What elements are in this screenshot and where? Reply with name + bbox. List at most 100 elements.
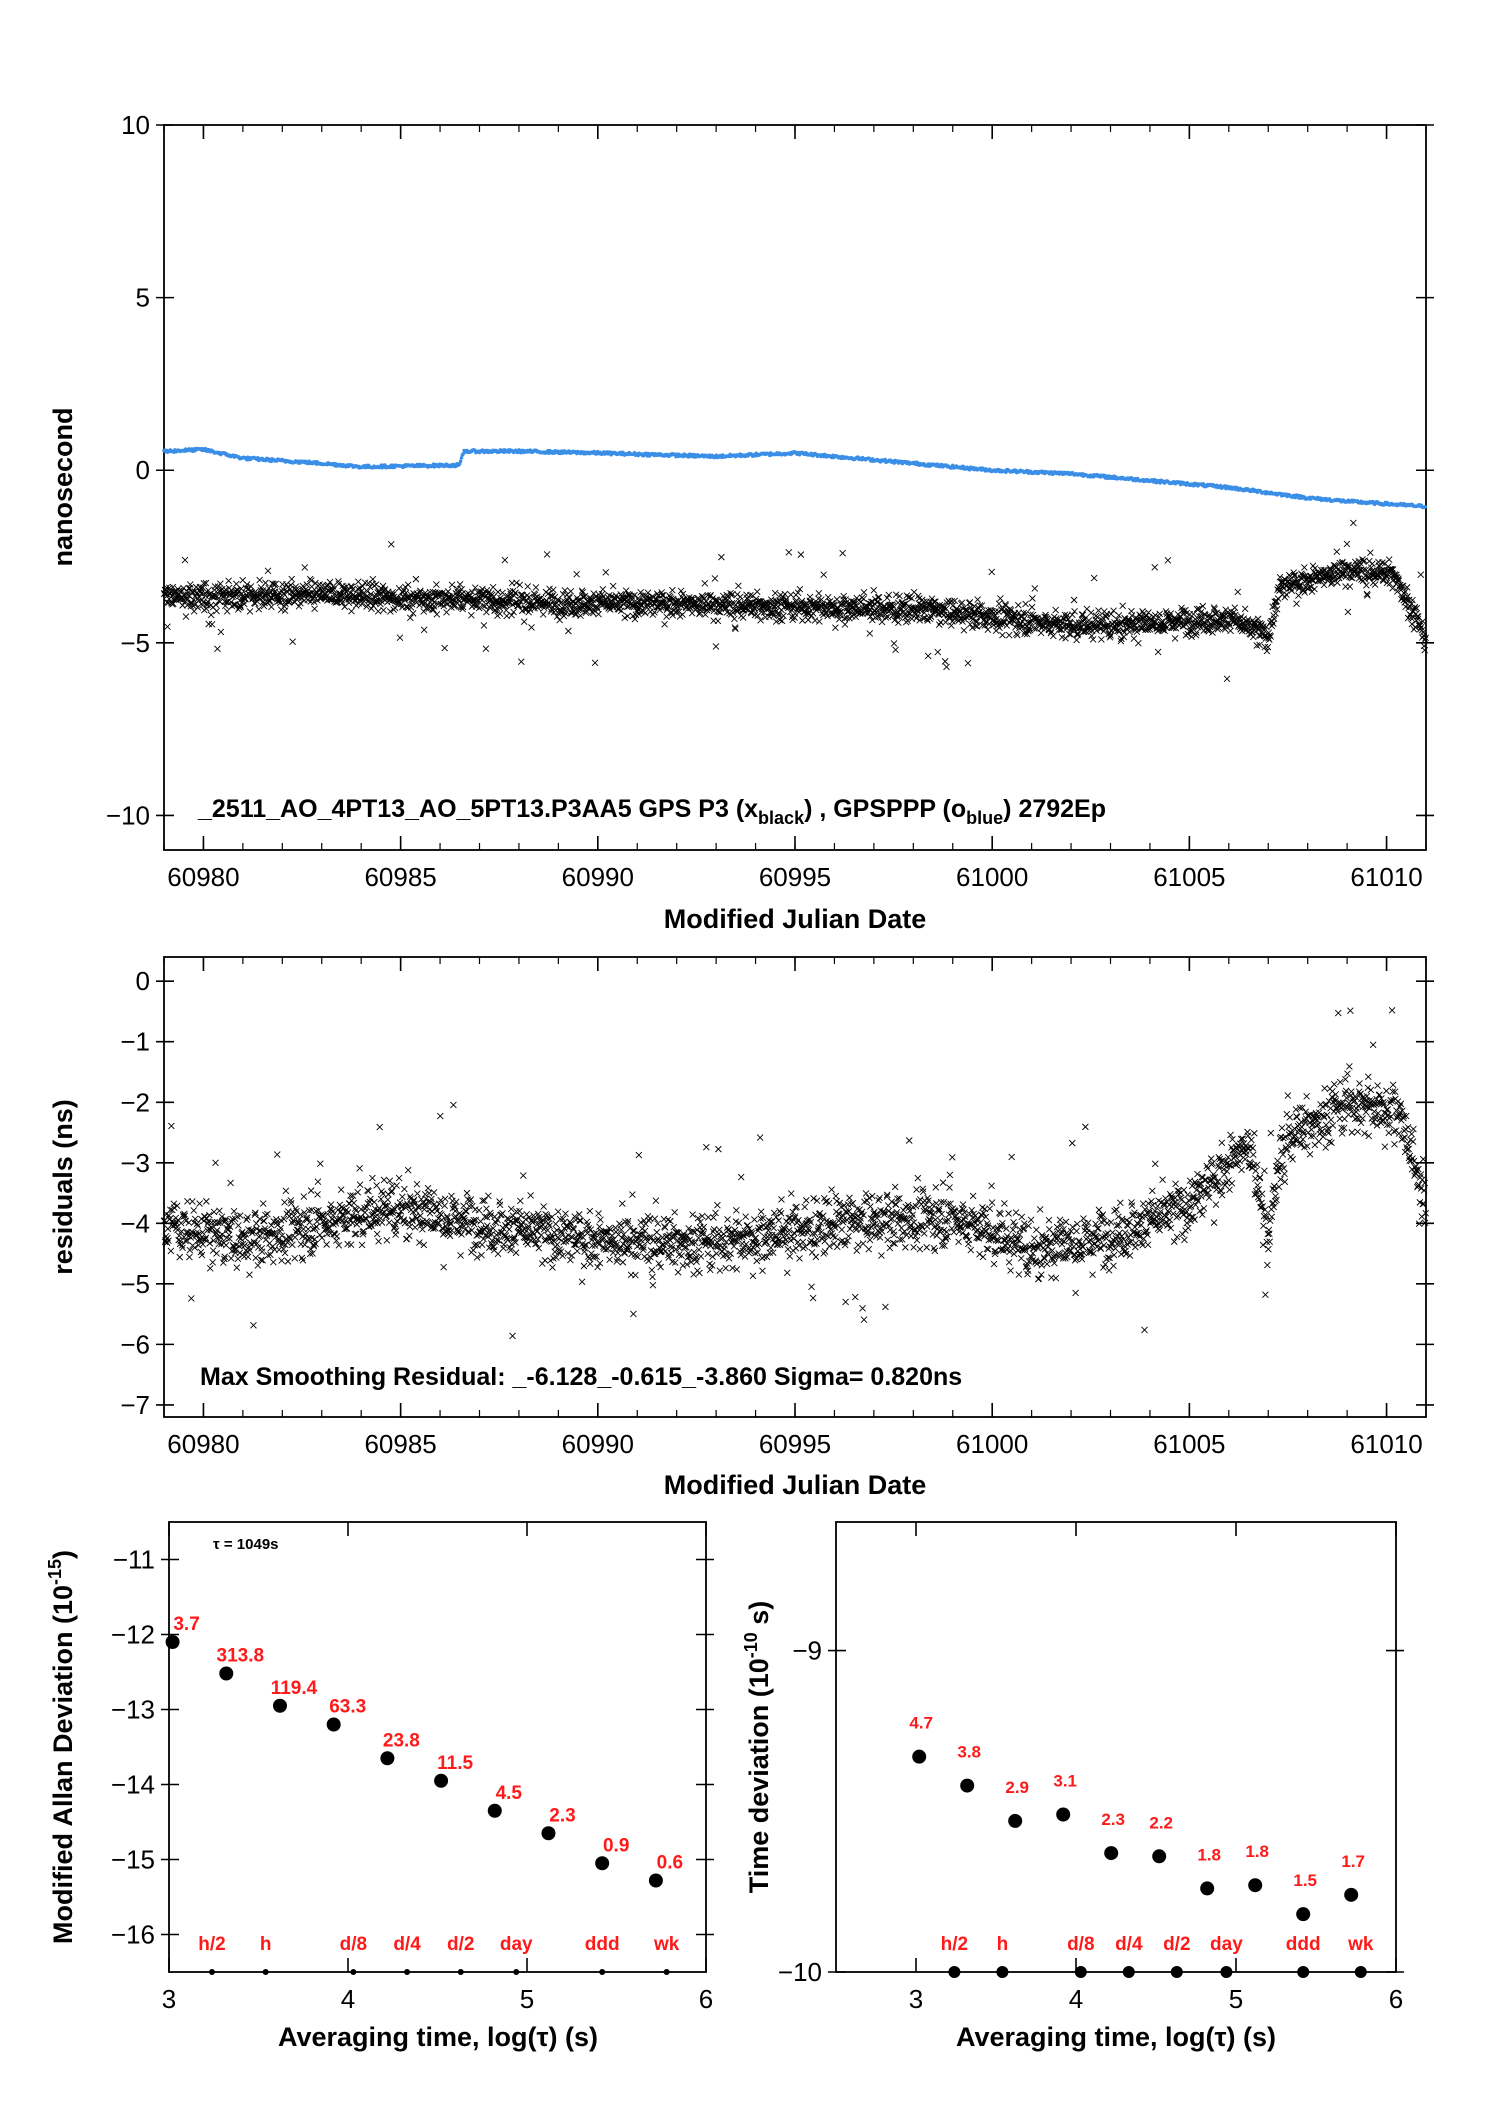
cross-marker — [384, 1196, 392, 1204]
cross-marker — [1068, 611, 1076, 619]
cross-marker — [236, 602, 244, 609]
cross-marker — [823, 602, 830, 610]
cross-marker — [480, 602, 487, 610]
cross-marker — [318, 1234, 326, 1242]
cross-marker — [459, 605, 466, 613]
cross-marker — [424, 1184, 432, 1192]
cross-marker — [1368, 560, 1376, 567]
cross-marker — [420, 608, 428, 615]
cross-marker — [478, 1241, 486, 1248]
cross-marker — [1264, 643, 1272, 651]
cross-marker — [278, 594, 285, 602]
cross-marker — [554, 597, 562, 605]
cross-marker — [194, 604, 202, 611]
cross-marker — [422, 1195, 430, 1203]
cross-marker — [252, 1220, 260, 1227]
cross-marker — [502, 607, 510, 614]
cross-marker — [1344, 608, 1352, 616]
cross-marker — [988, 568, 996, 576]
cross-marker — [468, 588, 476, 596]
cross-marker — [231, 601, 239, 608]
cross-marker — [731, 615, 738, 623]
cross-marker — [214, 645, 221, 653]
y-tick-label: 0 — [136, 966, 150, 996]
cross-marker — [213, 1250, 220, 1257]
cross-marker — [213, 607, 220, 615]
cross-marker — [314, 1178, 322, 1186]
cross-marker — [272, 580, 280, 588]
cross-marker — [737, 593, 744, 601]
cross-marker — [455, 596, 462, 603]
cross-marker — [444, 588, 452, 595]
cross-marker — [581, 592, 589, 600]
x-tick-label: 61005 — [1153, 862, 1225, 892]
cross-marker — [404, 1166, 412, 1174]
cross-marker — [318, 585, 325, 593]
cross-marker — [1078, 611, 1086, 618]
cross-marker — [1343, 540, 1351, 548]
cross-marker — [517, 1212, 525, 1220]
cross-marker — [253, 597, 261, 605]
cross-marker — [1022, 600, 1029, 608]
cross-marker — [832, 624, 839, 631]
cross-marker — [1073, 636, 1080, 644]
cross-marker — [520, 618, 528, 626]
cross-marker — [1005, 631, 1013, 639]
cross-marker — [780, 612, 787, 620]
cross-marker — [1190, 610, 1197, 618]
cross-marker — [669, 586, 676, 594]
cross-marker — [378, 1219, 386, 1226]
cross-marker — [1090, 574, 1098, 582]
cross-marker — [262, 579, 269, 587]
cross-marker — [1346, 583, 1354, 590]
cross-marker — [307, 1187, 315, 1194]
cross-marker — [207, 611, 215, 619]
cross-marker — [1028, 603, 1036, 611]
cross-marker — [270, 1258, 277, 1266]
panel-residuals: 60980 60985 60990 60995 61000 61005 61010−7−6−… — [48, 956, 1434, 1500]
cross-marker — [361, 1209, 369, 1216]
cross-marker — [250, 1321, 257, 1329]
cross-marker — [1171, 635, 1179, 642]
cross-marker — [999, 631, 1006, 639]
cross-marker — [818, 596, 825, 603]
cross-marker — [943, 663, 950, 671]
cross-marker — [448, 581, 456, 589]
cross-marker — [409, 610, 417, 617]
cross-marker — [1293, 600, 1300, 607]
cross-marker — [390, 593, 398, 601]
x-tick-label: 61000 — [956, 862, 1028, 892]
cross-marker — [878, 618, 886, 626]
cross-marker — [358, 600, 366, 608]
cross-marker — [767, 610, 774, 617]
cross-marker — [731, 624, 739, 631]
cross-marker — [1145, 609, 1152, 616]
cross-marker — [441, 644, 448, 652]
annotation-1-main: _2511_AO_4PT13_AO_5PT13.P3AA5 GPS P3 (x — [197, 795, 758, 823]
y-tick-label: 0 — [136, 455, 150, 485]
cross-marker — [815, 618, 823, 625]
cross-marker — [483, 608, 490, 616]
cross-marker — [937, 618, 944, 626]
cross-marker — [591, 659, 599, 667]
cross-marker — [291, 1255, 299, 1262]
cross-marker — [820, 571, 827, 579]
cross-marker — [516, 581, 524, 589]
cross-marker — [841, 621, 849, 628]
cross-marker — [292, 583, 300, 590]
cross-marker — [248, 1241, 255, 1249]
cross-marker — [623, 603, 631, 611]
cross-marker — [326, 595, 334, 603]
cross-marker — [734, 591, 741, 598]
cross-marker — [389, 589, 396, 596]
x-tick-label: 60990 — [562, 1429, 634, 1459]
cross-marker — [278, 1257, 285, 1264]
cross-marker — [770, 612, 777, 620]
cross-marker — [597, 598, 604, 605]
cross-marker — [458, 1231, 465, 1238]
cross-marker — [404, 581, 412, 589]
cross-marker — [300, 1193, 308, 1200]
cross-marker — [337, 590, 345, 598]
cross-marker — [274, 593, 282, 600]
cross-marker — [857, 598, 865, 606]
